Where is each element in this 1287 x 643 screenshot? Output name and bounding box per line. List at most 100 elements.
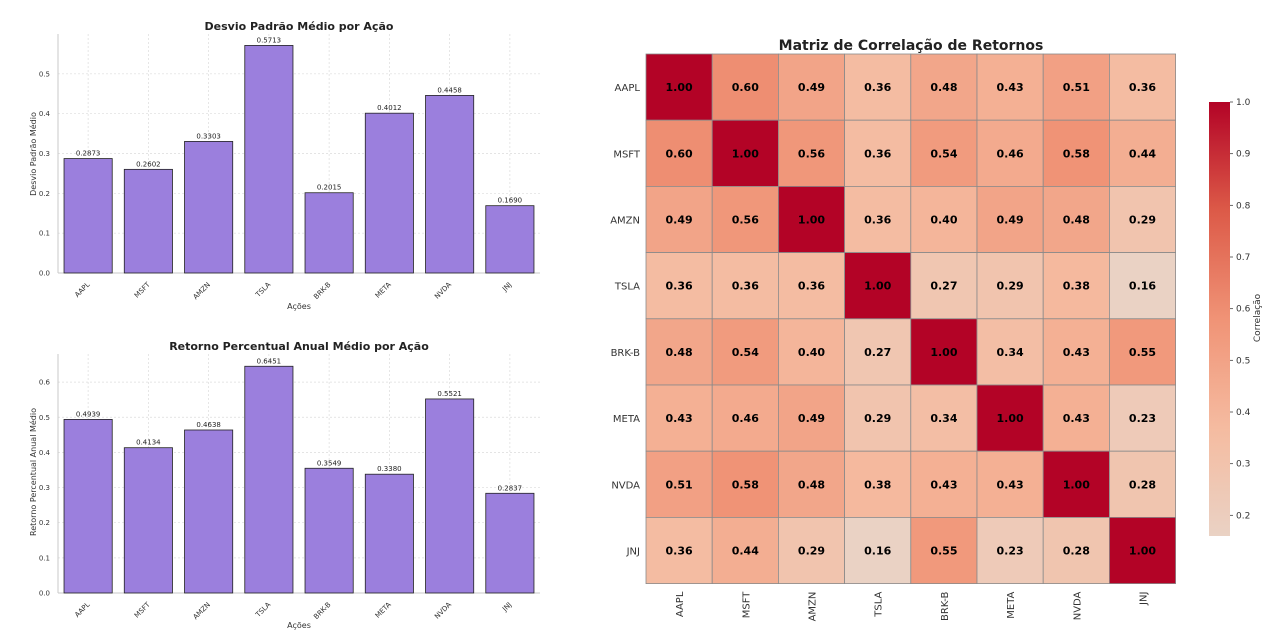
heatmap-cell bbox=[1042, 53, 1110, 121]
cell-value-label: 0.46 bbox=[732, 412, 759, 425]
heatmap-cell bbox=[1109, 450, 1177, 518]
cell-value-label: 0.34 bbox=[930, 412, 957, 425]
colorbar-tick-label: 0.2 bbox=[1236, 511, 1250, 521]
y-tick-label: 0.5 bbox=[39, 414, 50, 422]
bar-msft bbox=[123, 168, 173, 274]
heatmap-cell bbox=[645, 384, 713, 452]
heatmap-cell bbox=[976, 185, 1044, 253]
bar-aapl bbox=[63, 419, 113, 594]
y-tick-label: 0.0 bbox=[39, 590, 50, 598]
cell-value-label: 0.27 bbox=[864, 346, 891, 359]
cell-value-label: 0.43 bbox=[997, 81, 1024, 94]
heatmap-cell bbox=[976, 53, 1044, 121]
heatmap-cell bbox=[1109, 384, 1177, 452]
cell-value-label: 0.49 bbox=[997, 214, 1024, 227]
chart2-xlabel: Ações bbox=[287, 621, 311, 630]
bar-meta bbox=[364, 473, 414, 594]
cell-value-label: 1.00 bbox=[1129, 545, 1156, 558]
bar-value-label: 0.4134 bbox=[136, 439, 161, 447]
cell-value-label: 0.38 bbox=[1063, 280, 1090, 293]
cell-value-label: 0.44 bbox=[732, 545, 759, 558]
cell-value-label: 0.29 bbox=[864, 412, 891, 425]
x-tick-label: TSLA bbox=[253, 601, 272, 620]
cell-value-label: 0.36 bbox=[1129, 81, 1156, 94]
cell-value-label: 0.16 bbox=[1129, 280, 1156, 293]
heatmap-cell bbox=[711, 384, 779, 452]
chart2-ylabel: Retorno Percentual Anual Médio bbox=[28, 408, 38, 536]
cell-value-label: 1.00 bbox=[930, 346, 957, 359]
heatmap-cell bbox=[844, 252, 912, 320]
cell-value-label: 0.55 bbox=[1129, 346, 1156, 359]
cell-value-label: 0.43 bbox=[666, 412, 693, 425]
correlation-heatmap: Matriz de Correlação de Retornos 1.00 0.6… bbox=[610, 38, 1177, 621]
bar-value-label: 0.4638 bbox=[196, 421, 221, 429]
x-tick-label: NVDA bbox=[433, 281, 453, 301]
cell-value-label: 0.60 bbox=[666, 147, 693, 160]
x-tick-label: BRK-B bbox=[312, 281, 332, 301]
heatmap-row-label: NVDA bbox=[611, 480, 640, 491]
heatmap-cell bbox=[1042, 119, 1110, 187]
colorbar-label: Correlação bbox=[1253, 293, 1263, 342]
heatmap-row-label: AAPL bbox=[614, 83, 640, 94]
heatmap-cell bbox=[778, 185, 846, 253]
heatmap-cell bbox=[976, 517, 1044, 585]
cell-value-label: 1.00 bbox=[1063, 478, 1090, 491]
heatmap-cell bbox=[910, 318, 978, 386]
heatmap-row-label: MSFT bbox=[613, 149, 641, 160]
heatmap-cell bbox=[976, 318, 1044, 386]
heatmap-cell bbox=[711, 252, 779, 320]
heatmap-cell bbox=[1109, 252, 1177, 320]
heatmap-row-label: TSLA bbox=[614, 282, 640, 293]
x-tick-label: JNJ bbox=[500, 281, 513, 294]
cell-value-label: 0.43 bbox=[930, 478, 957, 491]
bar-amzn bbox=[184, 141, 234, 274]
cell-value-label: 0.58 bbox=[1063, 147, 1090, 160]
x-tick-label: AMZN bbox=[192, 281, 212, 301]
y-tick-label: 0.3 bbox=[39, 484, 50, 492]
bar-value-label: 0.4458 bbox=[437, 86, 462, 94]
cell-value-label: 1.00 bbox=[997, 412, 1024, 425]
cell-value-label: 0.23 bbox=[997, 545, 1024, 558]
cell-value-label: 0.55 bbox=[930, 545, 957, 558]
cell-value-label: 0.43 bbox=[1063, 412, 1090, 425]
heatmap-cell bbox=[910, 119, 978, 187]
std-dev-bar-chart: Desvio Padrão Médio por Ação Desvio Padr… bbox=[28, 20, 540, 311]
y-tick-label: 0.6 bbox=[39, 379, 51, 387]
x-tick-label: BRK-B bbox=[312, 601, 332, 621]
y-tick-label: 0.0 bbox=[39, 270, 50, 278]
cell-value-label: 0.29 bbox=[798, 545, 825, 558]
heatmap-cell bbox=[976, 384, 1044, 452]
bar-jnj bbox=[485, 205, 535, 274]
heatmap-cell bbox=[645, 185, 713, 253]
cell-value-label: 0.44 bbox=[1129, 147, 1156, 160]
cell-value-label: 0.36 bbox=[732, 280, 759, 293]
heatmap-cell bbox=[910, 384, 978, 452]
heatmap-cell bbox=[1109, 185, 1177, 253]
cell-value-label: 0.51 bbox=[666, 478, 693, 491]
colorbar-tick-label: 0.7 bbox=[1236, 253, 1250, 263]
chart1-ylabel: Desvio Padrão Médio bbox=[28, 112, 38, 196]
heatmap-col-label: BRK-B bbox=[940, 591, 951, 621]
y-tick-label: 0.2 bbox=[39, 519, 50, 527]
cell-value-label: 0.40 bbox=[798, 346, 825, 359]
x-tick-label: TSLA bbox=[253, 281, 272, 300]
heatmap-col-label: META bbox=[1006, 591, 1017, 618]
heatmap-title: Matriz de Correlação de Retornos bbox=[779, 38, 1044, 54]
bar-value-label: 0.2873 bbox=[76, 150, 101, 158]
cell-value-label: 0.48 bbox=[1063, 214, 1090, 227]
bar-value-label: 0.1690 bbox=[498, 197, 523, 205]
heatmap-cell bbox=[711, 318, 779, 386]
x-tick-label: NVDA bbox=[433, 601, 453, 621]
heatmap-cell bbox=[844, 185, 912, 253]
cell-value-label: 0.56 bbox=[798, 147, 825, 160]
heatmap-cell bbox=[778, 450, 846, 518]
bar-tsla bbox=[244, 45, 294, 274]
heatmap-col-label: JNJ bbox=[1139, 592, 1150, 606]
cell-value-label: 0.54 bbox=[930, 147, 957, 160]
cell-value-label: 0.36 bbox=[666, 280, 693, 293]
bar-jnj bbox=[485, 492, 535, 594]
colorbar-tick-label: 0.4 bbox=[1236, 408, 1251, 418]
y-tick-label: 0.4 bbox=[39, 110, 51, 118]
bar-amzn bbox=[184, 429, 234, 594]
